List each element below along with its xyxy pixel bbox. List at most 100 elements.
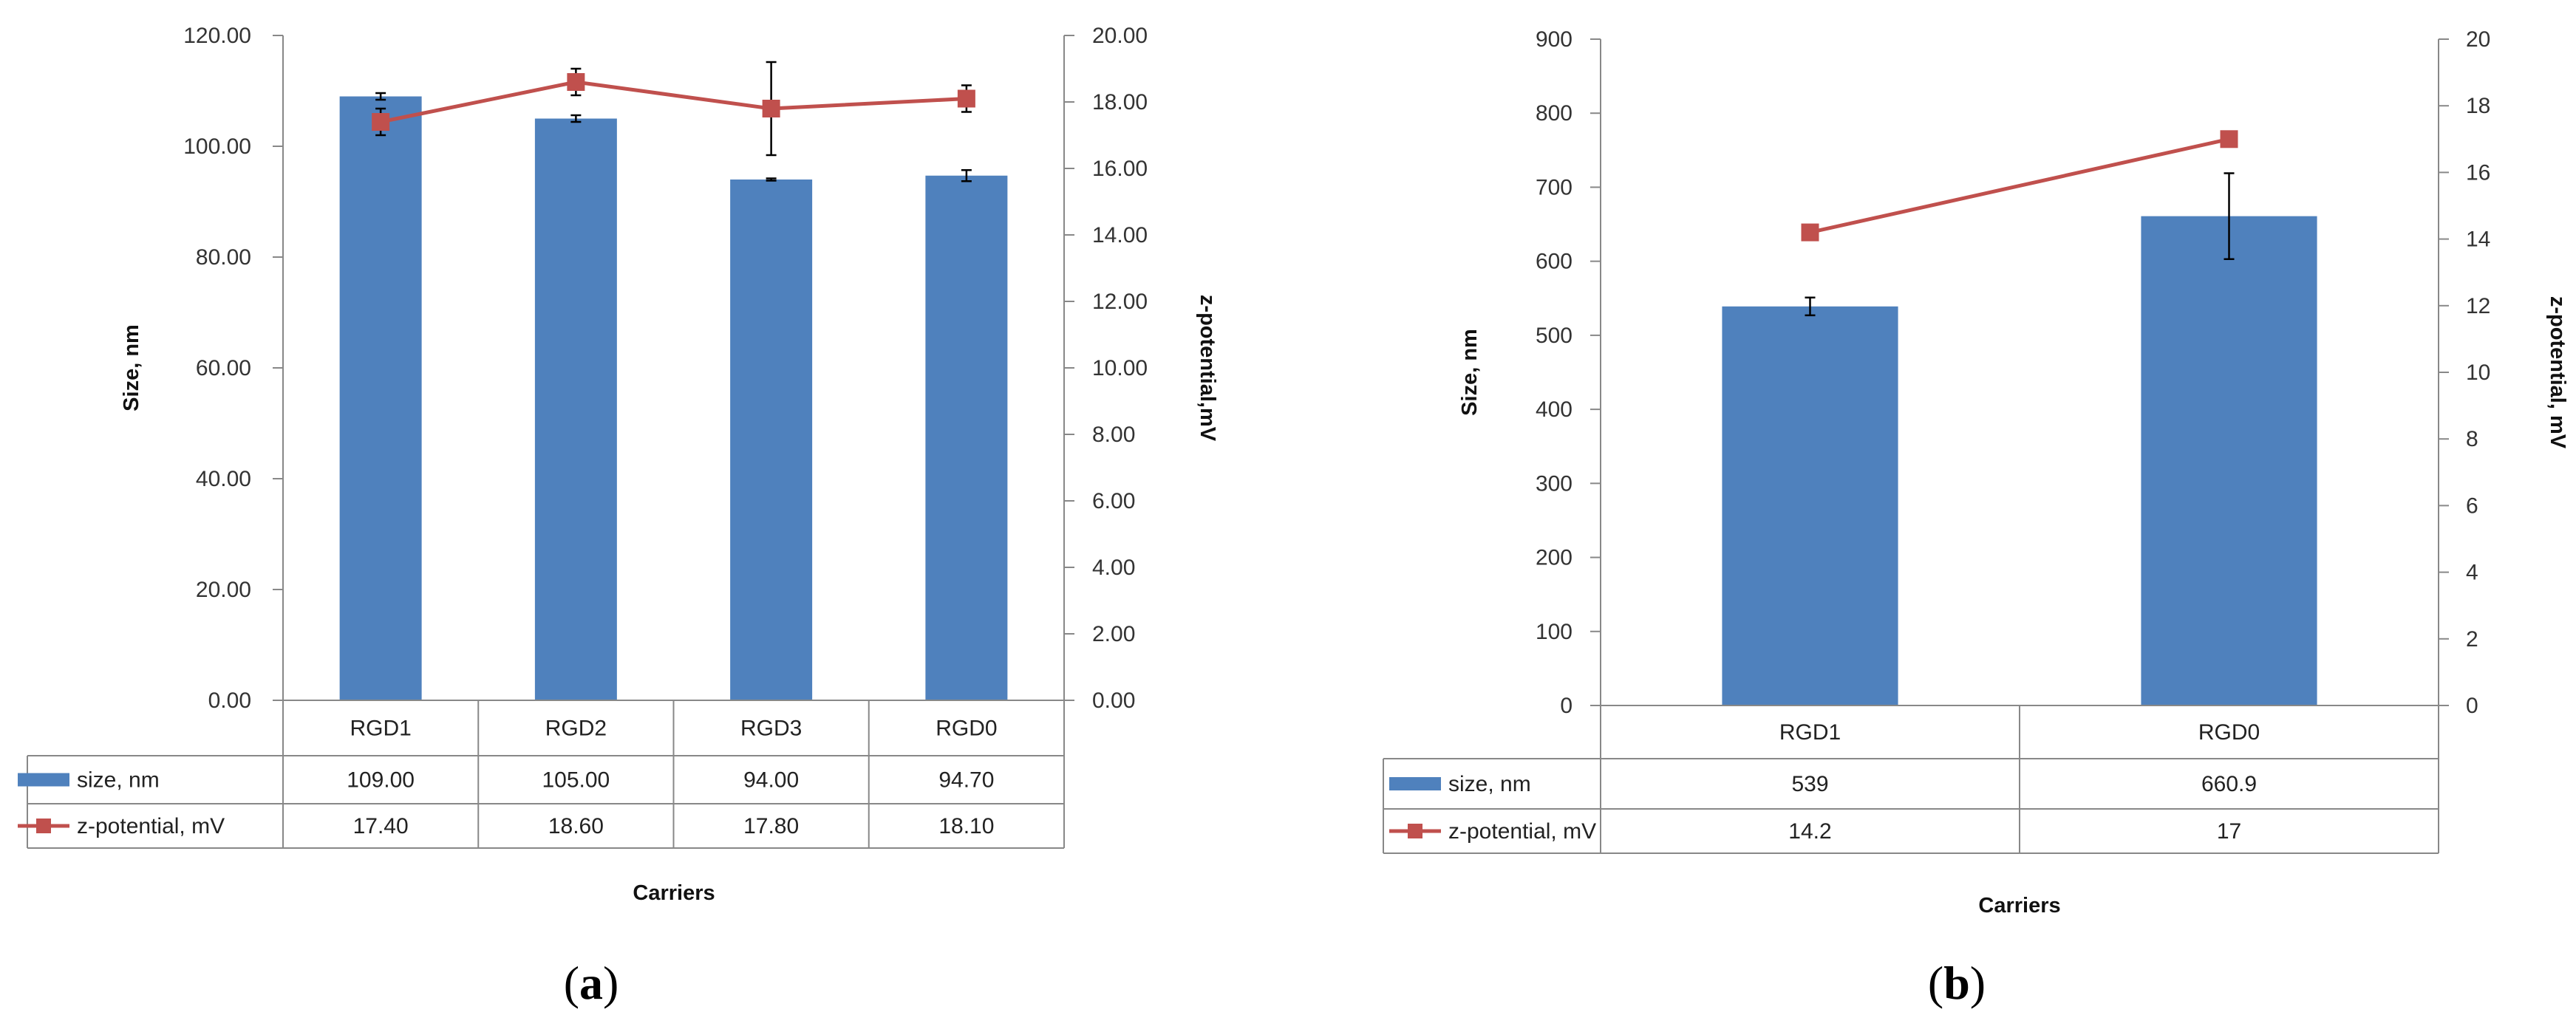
- panel-letter: a: [579, 957, 603, 1009]
- table-value: 18.10: [938, 814, 994, 838]
- y-tick-label: 100: [1536, 620, 1572, 644]
- table-value: 94.70: [938, 768, 994, 793]
- bar-RGD2: [534, 118, 617, 700]
- panel-letter: b: [1943, 957, 1970, 1009]
- bar-RGD3: [730, 180, 813, 700]
- y2-tick-label: 18.00: [1092, 90, 1148, 115]
- y-tick-label: 900: [1536, 27, 1572, 52]
- table-value: 18.60: [548, 814, 604, 838]
- chart-b: 0 100 200 300 400 500 600 700 800 900 0 2 4 6 8 10 12 14 1…: [1383, 27, 2569, 1009]
- legend-size-swatch: [18, 773, 69, 787]
- y2-tick-label: 12: [2466, 294, 2490, 318]
- y-tick-label: 200: [1536, 546, 1572, 570]
- category-label: RGD0: [936, 717, 997, 741]
- y-tick-label: 0: [1560, 694, 1572, 718]
- x-axis-title: Carriers: [633, 881, 715, 905]
- y-tick-label: 800: [1536, 101, 1572, 126]
- y-tick-label: 120.00: [183, 24, 251, 48]
- zeta-marker-RGD2: [567, 73, 585, 91]
- y2-tick-label: 0.00: [1092, 688, 1135, 713]
- y2-tick-label: 16: [2466, 160, 2490, 185]
- y-axis-title: Size, nm: [1458, 329, 1482, 416]
- y2-axis-title: z-potential, mV: [2546, 296, 2569, 449]
- legend-size-swatch: [1389, 777, 1441, 790]
- table-value: 105.00: [542, 768, 610, 793]
- zeta-line: [380, 80, 967, 124]
- table-value: 94.00: [743, 768, 799, 793]
- table-value: 17.40: [353, 814, 409, 838]
- legend-size-label: size, nm: [77, 768, 160, 793]
- category-label: RGD1: [1779, 720, 1841, 745]
- table-value: 660.9: [2201, 772, 2257, 796]
- table-value: 17.80: [743, 814, 799, 838]
- table-value: 14.2: [1788, 819, 1831, 844]
- legend-zeta-label: z-potential, mV: [1448, 819, 1596, 844]
- y-tick-label: 100.00: [183, 134, 251, 159]
- data-table: [27, 700, 1065, 849]
- y2-tick-label: 10.00: [1092, 356, 1148, 380]
- legend-zeta-marker: [36, 819, 51, 833]
- panel-caption: (b): [1928, 957, 1986, 1009]
- bar-RGD1: [339, 96, 422, 700]
- bar-RGD0: [925, 175, 1008, 700]
- y-tick-label: 700: [1536, 175, 1572, 199]
- panel-caption: (a): [564, 957, 619, 1009]
- legend-zeta-marker: [1408, 824, 1422, 838]
- zeta-marker-RGD0: [957, 89, 975, 108]
- y2-tick-label: 8: [2466, 427, 2478, 451]
- y-tick-label: 600: [1536, 250, 1572, 274]
- legend-zeta-label: z-potential, mV: [77, 814, 225, 838]
- data-table: [1383, 705, 2439, 854]
- y-tick-label: 40.00: [196, 467, 251, 491]
- zeta-marker-RGD1: [372, 113, 390, 131]
- zeta-marker-RGD1: [1801, 223, 1819, 242]
- y2-tick-label: 0: [2466, 694, 2478, 718]
- bar-RGD1: [1722, 306, 1898, 705]
- y-tick-label: 60.00: [196, 356, 251, 380]
- y2-tick-label: 16.00: [1092, 157, 1148, 181]
- bar-error-bar: [375, 92, 386, 101]
- bar-error-bar: [1805, 296, 1816, 317]
- category-label: RGD2: [545, 717, 607, 741]
- bar-RGD0: [2141, 216, 2317, 705]
- y2-tick-label: 4.00: [1092, 556, 1135, 580]
- y2-tick-label: 20: [2466, 27, 2490, 52]
- x-axis-title: Carriers: [1978, 894, 2060, 917]
- category-label: RGD1: [350, 717, 411, 741]
- zeta-line: [1809, 137, 2230, 235]
- bar-error-bar: [2224, 172, 2235, 261]
- y2-tick-label: 2.00: [1092, 622, 1135, 646]
- y2-tick-label: 18: [2466, 94, 2490, 118]
- y-tick-label: 0.00: [208, 688, 251, 713]
- bar-error-bar: [570, 114, 582, 123]
- y2-tick-label: 6.00: [1092, 489, 1135, 513]
- y2-tick-label: 12.00: [1092, 290, 1148, 314]
- category-label: RGD3: [740, 717, 802, 741]
- y-axis-title: Size, nm: [120, 324, 143, 411]
- category-label: RGD0: [2198, 720, 2260, 745]
- y-tick-label: 400: [1536, 397, 1572, 422]
- y2-axis-title: z-potential,mV: [1196, 295, 1219, 442]
- y2-tick-label: 2: [2466, 627, 2478, 652]
- y2-tick-label: 20.00: [1092, 24, 1148, 48]
- y2-tick-label: 4: [2466, 561, 2478, 585]
- zeta-marker-RGD3: [762, 100, 780, 117]
- table-value: 17: [2217, 819, 2241, 844]
- y2-tick-label: 10: [2466, 360, 2490, 385]
- bar-error-bar: [961, 169, 972, 182]
- y-tick-label: 80.00: [196, 245, 251, 270]
- table-value: 539: [1791, 772, 1828, 796]
- y2-tick-label: 8.00: [1092, 423, 1135, 447]
- y2-tick-label: 6: [2466, 493, 2478, 518]
- y2-tick-label: 14: [2466, 228, 2490, 252]
- legend-size-label: size, nm: [1448, 772, 1531, 796]
- y-tick-label: 500: [1536, 324, 1572, 348]
- chart-a: 0.00 20.00 40.00 60.00 80.00 100.00 120.00 0.00…: [18, 24, 1219, 1009]
- bar-error-bar: [766, 177, 777, 182]
- table-value: 109.00: [347, 768, 415, 793]
- y-tick-label: 20.00: [196, 578, 251, 602]
- zeta-marker-RGD0: [2220, 130, 2238, 148]
- y-tick-label: 300: [1536, 471, 1572, 496]
- y2-tick-label: 14.00: [1092, 223, 1148, 247]
